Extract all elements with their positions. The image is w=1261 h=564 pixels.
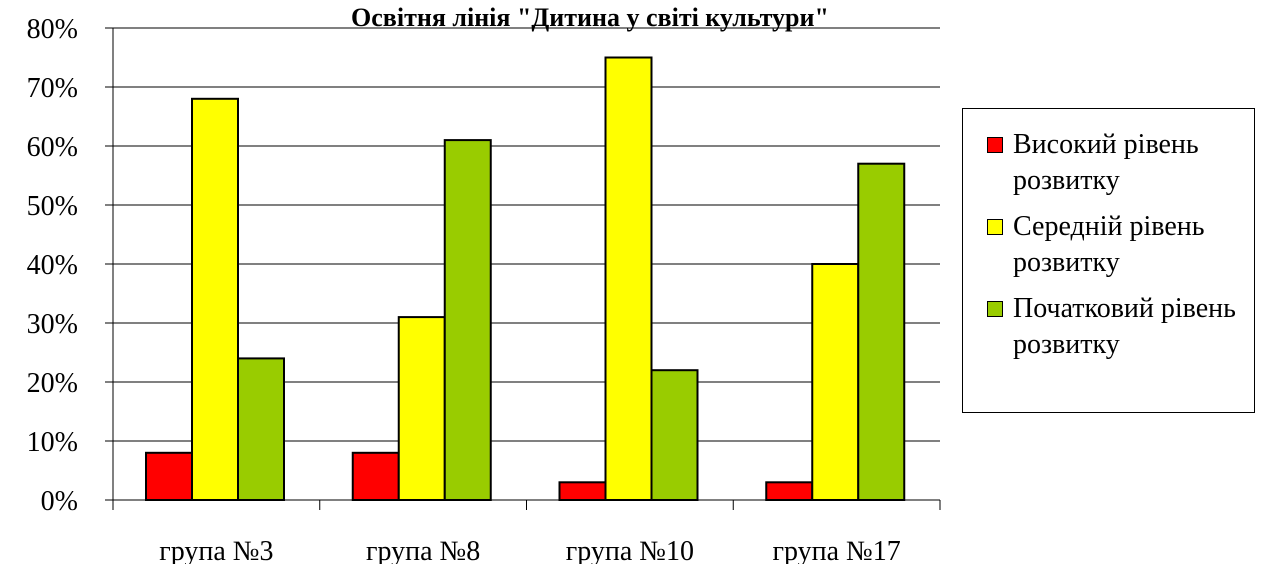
- bar: [811, 263, 860, 501]
- legend-swatch: [987, 301, 1003, 317]
- legend: Високий рівень розвитку Середній рівень р…: [962, 108, 1255, 413]
- y-tick-label: 30%: [27, 309, 78, 340]
- legend-item: Високий рівень розвитку: [987, 127, 1246, 199]
- legend-label: Середній рівень розвитку: [1013, 211, 1205, 278]
- legend-swatch: [987, 219, 1003, 235]
- legend-label: Високий рівень розвитку: [1013, 129, 1199, 196]
- bar: [397, 316, 446, 501]
- legend-label: Початковий рівень розвитку: [1013, 293, 1236, 360]
- bar: [443, 139, 492, 501]
- y-tick-label: 40%: [27, 250, 78, 281]
- x-tick-label: група №17: [773, 536, 901, 564]
- y-tick-label: 50%: [27, 191, 78, 222]
- y-tick-label: 0%: [41, 486, 78, 517]
- bar: [857, 162, 906, 501]
- chart-title: Освітня лінія "Дитина у світі культури": [351, 3, 829, 32]
- bar: [351, 451, 400, 501]
- x-tick-label: група №10: [566, 536, 694, 564]
- bar: [191, 97, 239, 502]
- y-tick-label: 60%: [27, 132, 78, 163]
- legend-swatch: [987, 137, 1003, 153]
- legend-item: Середній рівень розвитку: [987, 209, 1246, 281]
- y-tick-label: 80%: [27, 14, 78, 45]
- bar: [604, 56, 653, 501]
- bar: [237, 357, 285, 501]
- y-tick-label: 20%: [27, 368, 78, 399]
- y-tick-label: 10%: [27, 427, 78, 458]
- bar: [558, 481, 607, 501]
- legend-item: Початковий рівень розвитку: [987, 291, 1246, 363]
- bar: [145, 451, 193, 501]
- x-tick-label: група №8: [366, 536, 480, 564]
- y-tick-label: 70%: [27, 73, 78, 104]
- bar: [650, 369, 699, 502]
- x-tick-label: група №3: [159, 536, 273, 564]
- bar: [765, 481, 814, 501]
